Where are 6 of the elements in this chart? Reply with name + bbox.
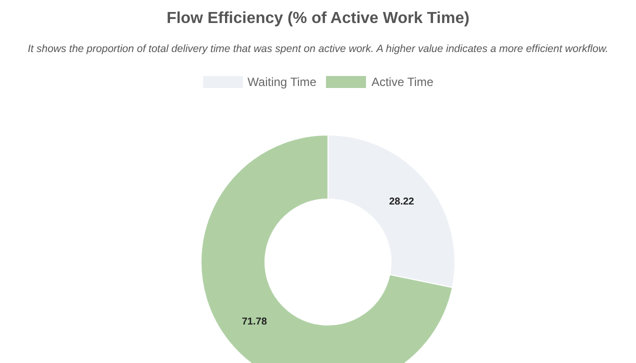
legend-label: Active Time: [371, 75, 434, 89]
data-label: 28.22: [389, 196, 415, 208]
legend-label: Waiting Time: [248, 75, 316, 89]
chart-title: Flow Efficiency (% of Active Work Time): [166, 10, 470, 28]
data-label: 71.78: [242, 316, 268, 328]
chart-subtitle: It shows the proportion of total delivery time that was spent on active work. A higher value indicates a more efficient workflow.: [26, 43, 610, 55]
